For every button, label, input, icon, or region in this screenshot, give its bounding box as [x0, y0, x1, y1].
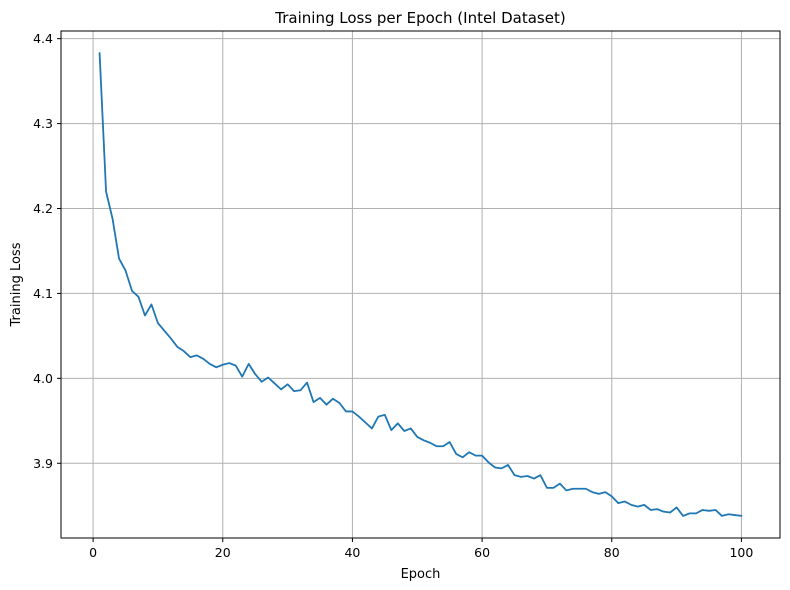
grid-lines [61, 31, 780, 538]
x-tick-label: 60 [474, 545, 490, 560]
y-tick-label: 4.2 [33, 201, 53, 216]
x-axis: 0 20 40 60 80 100 [89, 538, 753, 560]
y-tick-label: 4.1 [33, 286, 53, 301]
series-line-0 [98, 52, 743, 517]
chart-title: Training Loss per Epoch (Intel Dataset) [274, 9, 565, 27]
y-axis-label: Training Loss [9, 242, 24, 327]
y-tick-label: 4.0 [33, 371, 53, 386]
y-axis: 3.9 4.0 4.1 4.2 4.3 4.4 [33, 31, 61, 471]
x-tick-label: 20 [215, 545, 231, 560]
series-layer [98, 52, 743, 517]
x-axis-label: Epoch [401, 567, 441, 582]
plot-frame [60, 30, 781, 539]
x-tick-label: 80 [604, 545, 620, 560]
y-tick-label: 3.9 [33, 456, 53, 471]
y-tick-label: 4.3 [33, 116, 53, 131]
x-tick-label: 0 [89, 545, 97, 560]
x-tick-label: 40 [344, 545, 360, 560]
y-tick-label: 4.4 [33, 31, 53, 46]
x-tick-label: 100 [729, 545, 753, 560]
